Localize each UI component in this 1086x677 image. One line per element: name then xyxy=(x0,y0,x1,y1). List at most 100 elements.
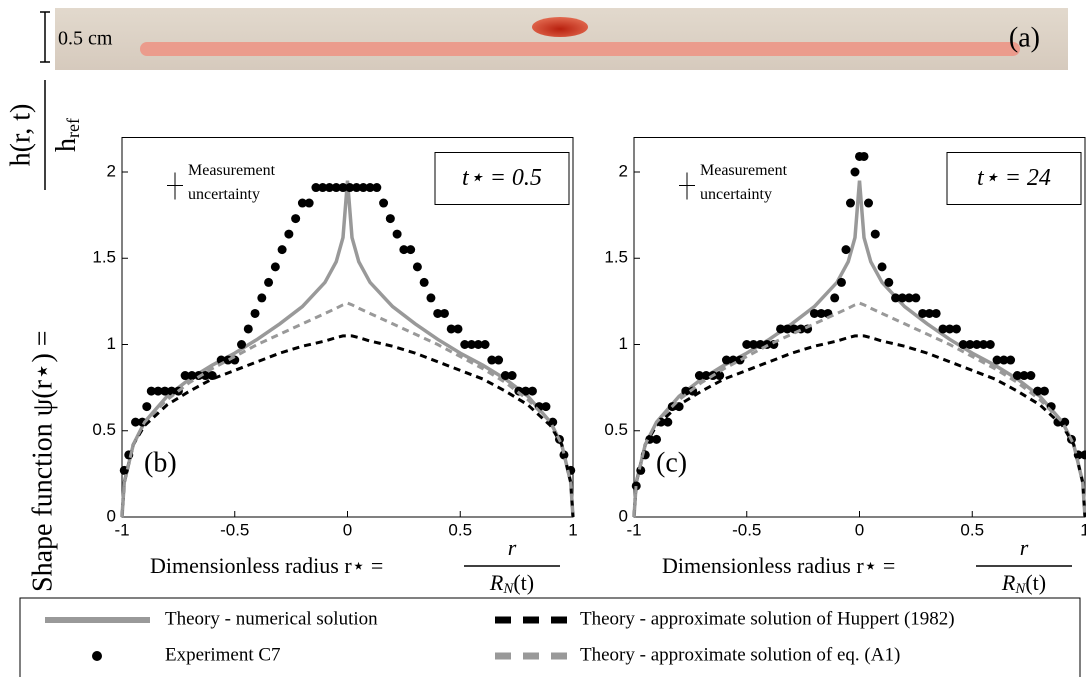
data-point xyxy=(399,245,409,255)
legend-label: Theory - approximate solution of Huppert… xyxy=(580,608,955,629)
data-point xyxy=(1012,371,1022,381)
data-point xyxy=(372,183,382,193)
data-point xyxy=(681,386,691,396)
data-point xyxy=(631,481,641,491)
data-point xyxy=(439,308,449,318)
data-point xyxy=(473,340,483,349)
data-point xyxy=(864,198,874,208)
data-point xyxy=(291,214,301,224)
data-point xyxy=(392,229,402,239)
y-tick-label: 0 xyxy=(107,506,116,525)
data-point xyxy=(992,355,1002,365)
data-point xyxy=(467,340,477,349)
curve xyxy=(632,301,1086,518)
x-label: Dimensionless radius r⋆ = xyxy=(662,553,895,578)
data-point xyxy=(1039,386,1049,396)
uncertainty-label: uncertainty xyxy=(188,186,260,203)
annotation-box xyxy=(946,152,1082,205)
data-point xyxy=(924,308,934,318)
x-label-den: R xyxy=(489,570,504,595)
data-point xyxy=(782,324,792,334)
photo-panel: 0.5 cm (a) xyxy=(40,8,1068,70)
data-point xyxy=(850,167,860,177)
y-label-den: h xyxy=(51,138,82,152)
x-label-den-tail: (t) xyxy=(513,570,534,595)
data-point xyxy=(345,183,355,193)
data-point xyxy=(776,324,786,334)
y-tick-label: 0.5 xyxy=(604,420,628,439)
x-tick-label: -1 xyxy=(114,520,129,539)
x-label-numerator: r xyxy=(508,535,517,560)
data-point xyxy=(153,386,163,396)
legend-box xyxy=(19,597,1081,677)
current-streak xyxy=(140,42,1020,56)
data-point xyxy=(460,340,470,349)
x-tick-label: 0.5 xyxy=(448,520,472,539)
x-label-denominator: RN(t) xyxy=(489,570,534,597)
data-point xyxy=(1026,371,1036,381)
data-point xyxy=(324,183,334,193)
data-point xyxy=(331,183,341,193)
x-label: Dimensionless radius r⋆ = xyxy=(150,553,383,578)
data-point xyxy=(694,371,704,381)
data-point xyxy=(845,198,855,208)
uncertainty-label: uncertainty xyxy=(700,186,772,203)
legend-label: Experiment C7 xyxy=(165,644,281,665)
data-point xyxy=(146,386,156,396)
data-point xyxy=(721,355,731,365)
data-point xyxy=(663,417,673,427)
y-label: Shape function ψ(r⋆) = xyxy=(27,330,58,592)
data-point xyxy=(951,324,961,334)
data-point xyxy=(521,386,531,396)
data-point xyxy=(494,355,504,365)
panel-label: (c) xyxy=(656,447,687,478)
data-point xyxy=(749,340,759,349)
annotation-box xyxy=(434,152,570,205)
data-point xyxy=(897,293,907,303)
x-label-den-sub: N xyxy=(1014,581,1026,597)
data-point xyxy=(931,308,941,318)
x-label-numerator: r xyxy=(1020,535,1029,560)
x-tick-label: -0.5 xyxy=(732,520,761,539)
data-point xyxy=(338,183,348,193)
data-point xyxy=(277,245,287,255)
y-tick-label: 1 xyxy=(107,334,116,353)
y-label-den-sub: ref xyxy=(63,118,83,138)
y-tick-label: 2 xyxy=(107,161,116,180)
x-label-denominator: RN(t) xyxy=(1001,570,1046,597)
data-point xyxy=(419,277,429,287)
data-point xyxy=(237,340,247,349)
data-point xyxy=(938,324,948,334)
legend: Theory - numerical solution Experiment C7… xyxy=(45,608,955,665)
panel-label: (a) xyxy=(1009,22,1040,53)
data-point xyxy=(426,293,436,303)
y-tick-label: 0.5 xyxy=(92,420,116,439)
data-point xyxy=(352,183,362,193)
legend-label: Theory - numerical solution xyxy=(165,608,378,629)
data-point xyxy=(365,183,375,193)
chart: -1 -0.5 0 0.5 1 0 0.5 1 1.5 2 Measurement uncertain… xyxy=(604,137,1086,597)
annotation: t⋆ = 24 xyxy=(977,165,1051,191)
data-point xyxy=(250,308,260,318)
data-point xyxy=(433,308,443,318)
data-point xyxy=(985,340,995,349)
y-axis-title: Shape function ψ(r⋆) = h(r, t) href xyxy=(5,80,83,592)
data-point xyxy=(541,402,551,412)
data-point xyxy=(284,229,294,239)
data-point xyxy=(965,340,975,349)
data-point xyxy=(406,245,416,255)
data-point xyxy=(945,324,955,334)
data-point xyxy=(167,386,177,396)
legend-label: Theory - approximate solution of eq. (A1… xyxy=(580,644,900,665)
data-point xyxy=(243,324,253,334)
data-point xyxy=(412,262,422,272)
data-point xyxy=(742,340,752,349)
curve xyxy=(120,301,575,518)
y-tick-label: 1.5 xyxy=(604,248,628,267)
x-tick-label: 1 xyxy=(1080,520,1086,539)
data-point xyxy=(358,183,368,193)
data-point xyxy=(480,340,490,349)
x-tick-label: 0 xyxy=(855,520,864,539)
data-point xyxy=(487,355,497,365)
data-point xyxy=(500,371,510,381)
